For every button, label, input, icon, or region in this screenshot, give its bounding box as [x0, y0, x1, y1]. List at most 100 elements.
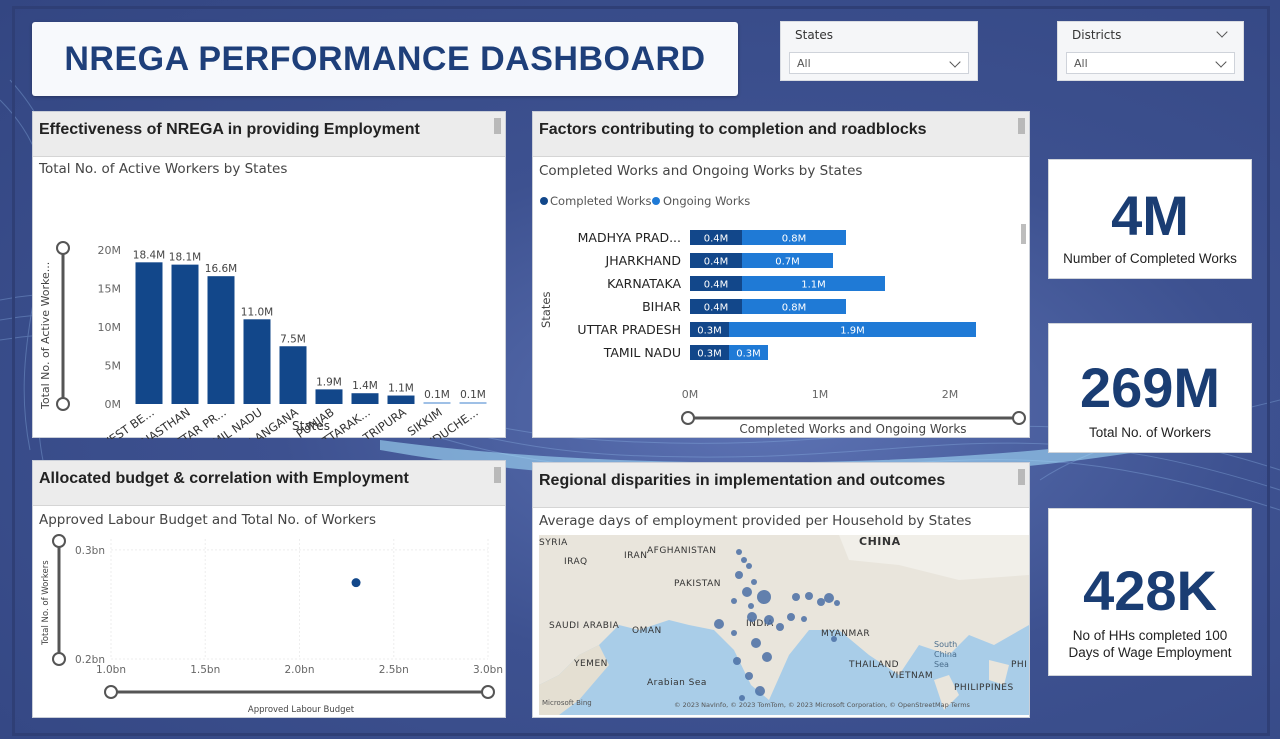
slider-handle — [56, 397, 70, 411]
active-workers-bar-chart[interactable]: 0M 5M 10M 15M 20M Total No. of Active Worke..… — [33, 164, 505, 439]
x-axis-title: Completed Works and Ongoing Works — [739, 422, 966, 436]
bar-completed — [690, 345, 729, 360]
panel-header: Regional disparities in implementation a… — [533, 463, 1029, 508]
dashboard-title: NREGA PERFORMANCE DASHBOARD — [64, 39, 706, 78]
map-land-china — [839, 535, 1029, 580]
y-tick-label: 10M — [98, 321, 122, 334]
x-axis-title: Approved Labour Budget — [248, 705, 355, 715]
x-tick-label: 1M — [812, 388, 829, 401]
map-bubble — [741, 557, 747, 563]
districts-slicer-label: Districts — [1072, 28, 1122, 42]
scroll-grip[interactable] — [494, 467, 501, 483]
map-label: OMAN — [632, 626, 662, 636]
map-bubble — [834, 600, 840, 606]
map-bubble — [735, 571, 743, 579]
districts-dropdown[interactable]: All — [1066, 52, 1235, 74]
works-stacked-bar-chart[interactable]: Completed Works Ongoing Works States MADHYA… — [533, 168, 1029, 438]
map-bubble — [764, 615, 774, 625]
chevron-down-icon — [1215, 56, 1227, 68]
panel-header: Allocated budget & correlation with Empl… — [33, 461, 505, 506]
y-tick-label: 0.3bn — [75, 545, 105, 557]
x-tick-label: 2M — [942, 388, 959, 401]
y-axis-title: States — [539, 292, 553, 328]
y-tick-label: 5M — [105, 360, 122, 373]
map-bubble — [792, 593, 800, 601]
panel-header: Effectiveness of NREGA in providing Empl… — [33, 112, 505, 157]
map-bubble — [831, 636, 837, 642]
bar-data-label: 16.6M — [205, 263, 237, 275]
districts-slicer: Districts All — [1057, 21, 1244, 81]
kpi-value: 428K — [1083, 559, 1217, 622]
dashboard-title-box: NREGA PERFORMANCE DASHBOARD — [32, 22, 738, 96]
page-tabs-bar — [0, 739, 1280, 751]
map-bubble — [751, 579, 757, 585]
map-bubble — [817, 598, 825, 606]
bar-data-label: 7.5M — [280, 333, 306, 345]
y-tick-label: 20M — [98, 244, 122, 257]
map-bubble — [714, 619, 724, 629]
states-dropdown[interactable]: All — [789, 52, 969, 74]
map-bubble — [746, 563, 752, 569]
y-tick-label: KARNATAKA — [607, 276, 681, 291]
y-tick-label: JHARKHAND — [605, 253, 681, 268]
map-bubble — [736, 549, 742, 555]
x-tick-label: 2.5bn — [379, 664, 409, 676]
map-label: Arabian Sea — [647, 678, 707, 688]
bar-data-label: 1.4M — [352, 380, 378, 392]
panel-title: Regional disparities in implementation a… — [539, 472, 946, 489]
map-label: SAUDI ARABIA — [549, 621, 620, 631]
panel-header: Factors contributing to completion and r… — [533, 112, 1029, 157]
y-tick-label: BIHAR — [642, 299, 681, 314]
slider-handle — [56, 241, 70, 255]
bar-ongoing — [742, 230, 846, 245]
x-tick-label: 0M — [682, 388, 699, 401]
bar-ongoing — [729, 322, 976, 337]
bar-data-label: 18.1M — [169, 252, 201, 264]
y-tick-label: MADHYA PRAD... — [578, 230, 681, 245]
bar-data-label: 11.0M — [241, 306, 273, 318]
legend-label: Completed Works — [550, 194, 652, 208]
map-bubble — [748, 603, 754, 609]
map-bubble — [805, 592, 813, 600]
bar-ongoing — [729, 345, 768, 360]
map-bubble — [731, 630, 737, 636]
x-tick-label: 3.0bn — [473, 664, 503, 676]
bing-logo: Microsoft Bing — [542, 699, 592, 707]
bar-data-label: 0.8M — [782, 234, 807, 245]
states-slicer: States All — [780, 21, 978, 81]
map-land-arabia — [539, 645, 609, 715]
slider-handle — [681, 411, 695, 425]
slider-handle — [481, 685, 495, 699]
map-label: PHILIPPINES — [954, 683, 1014, 693]
map-bubble — [776, 623, 784, 631]
completion-panel: Factors contributing to completion and r… — [532, 111, 1030, 438]
map-label: CHINA — [859, 535, 901, 548]
budget-scatter-chart[interactable]: 0.2bn 0.3bn 1.0bn 1.5bn 2.0bn 2.5bn 3.0bn Total… — [33, 519, 505, 719]
y-tick-label: TAMIL NADU — [603, 345, 681, 360]
panel-title: Allocated budget & correlation with Empl… — [39, 470, 409, 487]
chart-subtitle: Completed Works and Ongoing Works by Sta… — [539, 163, 863, 179]
bar — [315, 389, 343, 404]
bar-data-label: 0.4M — [704, 234, 729, 245]
india-bubble-map[interactable]: CHINA IRAN AFGHANISTAN IRAQ PAKISTAN SAUDI AR… — [539, 535, 1029, 715]
map-label: YEMEN — [573, 659, 608, 669]
bar-data-label: 1.9M — [316, 376, 342, 388]
scroll-grip[interactable] — [1018, 118, 1025, 134]
slider-handle — [52, 652, 66, 666]
bar-data-label: 0.3M — [697, 349, 722, 360]
scroll-grip[interactable] — [494, 118, 501, 134]
slider-handle — [1012, 411, 1026, 425]
map-label: PAKISTAN — [674, 579, 721, 589]
bar — [279, 346, 307, 404]
slicer-collapse-chevron-icon[interactable] — [1216, 26, 1228, 38]
map-bubble — [733, 657, 741, 665]
chevron-down-icon — [949, 56, 961, 68]
bar-data-label: 18.4M — [133, 249, 165, 261]
x-axis-title: States — [292, 419, 330, 433]
scroll-grip[interactable] — [1018, 469, 1025, 485]
bar-data-label: 0.3M — [697, 326, 722, 337]
bar-data-label: 1.9M — [840, 326, 865, 337]
bar-ongoing — [742, 299, 846, 314]
map-label: South — [934, 640, 957, 649]
chart-subtitle: Approved Labour Budget and Total No. of … — [39, 512, 377, 528]
